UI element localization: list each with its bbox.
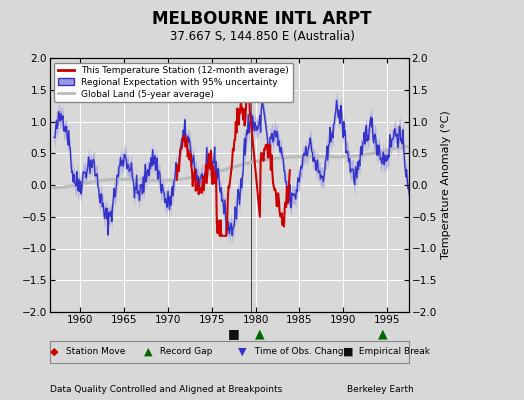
Text: Data Quality Controlled and Aligned at Breakpoints: Data Quality Controlled and Aligned at B…: [50, 385, 282, 394]
Text: ■: ■: [228, 328, 239, 340]
Text: Empirical Break: Empirical Break: [356, 348, 430, 356]
Text: 37.667 S, 144.850 E (Australia): 37.667 S, 144.850 E (Australia): [170, 30, 354, 43]
Text: ▲: ▲: [255, 328, 265, 340]
Text: ◆: ◆: [50, 347, 58, 357]
Legend: This Temperature Station (12-month average), Regional Expectation with 95% uncer: This Temperature Station (12-month avera…: [54, 62, 293, 102]
Text: Berkeley Earth: Berkeley Earth: [347, 385, 414, 394]
Text: MELBOURNE INTL ARPT: MELBOURNE INTL ARPT: [152, 10, 372, 28]
Text: ■: ■: [343, 347, 354, 357]
Y-axis label: Temperature Anomaly (°C): Temperature Anomaly (°C): [441, 111, 451, 259]
Text: ▼: ▼: [238, 347, 247, 357]
Text: ▲: ▲: [144, 347, 152, 357]
Text: Time of Obs. Change: Time of Obs. Change: [252, 348, 349, 356]
Text: Record Gap: Record Gap: [157, 348, 213, 356]
Text: Station Move: Station Move: [63, 348, 125, 356]
Text: ▲: ▲: [378, 328, 387, 340]
